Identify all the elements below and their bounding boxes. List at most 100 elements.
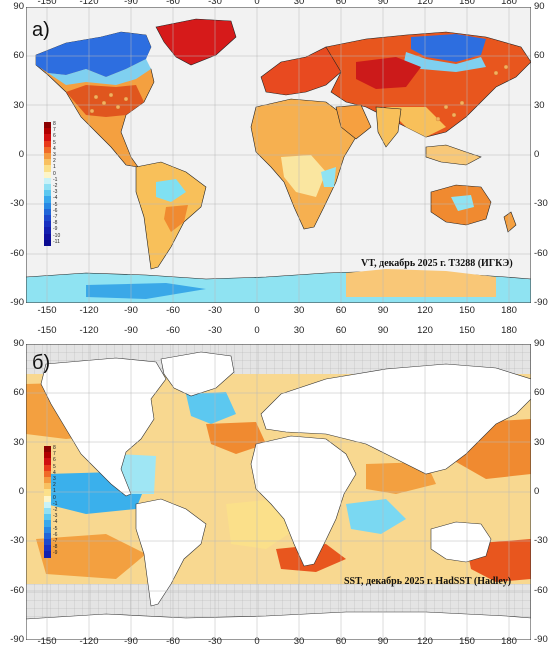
lat-tick-label-left-a: -60 <box>10 247 24 259</box>
lat-tick-label-right-b: -90 <box>534 633 548 645</box>
lon-tick-label-top-b: -90 <box>124 325 138 336</box>
greenland-landmass <box>155 18 237 66</box>
legend-label: 1 <box>53 164 56 171</box>
lon-tick-label-top-a: 120 <box>417 0 433 7</box>
usa-warm-anomaly <box>66 85 144 117</box>
south-america-cool-patch <box>156 179 186 202</box>
lon-tick-label-top-a: -150 <box>37 0 57 7</box>
lat-tick-label-right-b: -60 <box>534 584 548 596</box>
lat-tick-label-right-b: 90 <box>534 338 545 349</box>
central-asia-warm <box>356 57 421 89</box>
legend-swatch <box>44 470 51 477</box>
legend-entry: 5 <box>44 139 74 147</box>
legend-entry: 8 <box>44 121 74 129</box>
legend-label: -5 <box>53 201 58 208</box>
lat-tick-label-left-a: 0 <box>18 148 24 160</box>
legend-label: 5 <box>53 463 56 470</box>
legend-swatch <box>44 202 51 209</box>
legend-entry: -11 <box>44 238 74 246</box>
lon-tick-label-bottom-b: 60 <box>335 636 347 647</box>
legend-entry: -7 <box>44 214 74 222</box>
lat-tick-label-left-b: -30 <box>10 535 24 547</box>
lat-tick-label-left-a: 60 <box>13 50 24 62</box>
legend-swatch <box>44 520 51 527</box>
map-panel-b: б) SST, декабрь 2025 г. HadSST (Hadley) … <box>26 344 531 640</box>
lon-tick-label-bottom-a: 90 <box>377 305 389 316</box>
legend-label: -6 <box>53 531 58 538</box>
legend-label: 6 <box>53 457 56 464</box>
lon-tick-label-bottom-b: -90 <box>124 636 138 647</box>
legend-swatch <box>44 233 51 240</box>
lon-tick-label-bottom-a: -150 <box>37 305 57 316</box>
legend-entry: -8 <box>44 544 74 552</box>
legend-label: 0 <box>53 494 56 501</box>
legend-label: 3 <box>53 152 56 158</box>
new-zealand-landmass <box>503 211 517 233</box>
legend-entry: -9 <box>44 550 74 558</box>
lon-tick-label-bottom-a: -90 <box>124 305 138 316</box>
lon-tick-label-top-b: -60 <box>166 325 180 336</box>
legend-swatch <box>44 128 51 135</box>
lat-tick-label-left-b: -90 <box>10 633 24 645</box>
lon-tick-label-bottom-a: 30 <box>293 305 305 316</box>
south-america-warm-patch <box>164 205 188 232</box>
lat-tick-label-right-a: -60 <box>534 247 548 259</box>
australia-mask <box>430 521 492 563</box>
lon-tick-label-bottom-a: 180 <box>501 305 517 316</box>
lat-tick-label-left-a: -90 <box>10 296 24 308</box>
legend-entry: 7 <box>44 127 74 135</box>
legend-swatch <box>44 446 51 453</box>
lon-tick-label-top-b: -150 <box>37 325 57 336</box>
legend-entry: 2 <box>44 158 74 166</box>
indian-ocean-cool <box>346 499 406 534</box>
lat-tick-label-left-a: -30 <box>10 198 24 210</box>
legend-label: 3 <box>53 476 56 482</box>
legend-swatch <box>44 508 51 515</box>
legend-swatch <box>44 140 51 147</box>
legend-swatch <box>44 171 51 178</box>
legend-entry: -4 <box>44 519 74 527</box>
lon-tick-label-bottom-b: 0 <box>254 636 260 647</box>
lon-tick-label-top-a: 0 <box>254 0 260 7</box>
sst-anomaly-map-b <box>26 344 531 640</box>
legend-label: 5 <box>53 139 56 146</box>
lon-tick-label-bottom-b: -120 <box>79 636 99 647</box>
legend-swatch <box>44 551 51 558</box>
lon-tick-label-top-b: 30 <box>293 325 305 336</box>
legend-label: -10 <box>53 232 61 239</box>
lon-tick-label-bottom-b: 30 <box>293 636 305 647</box>
antarctica-warm-sector <box>346 269 496 297</box>
legend-label: -5 <box>53 525 58 532</box>
lon-tick-label-bottom-a: 150 <box>459 305 475 316</box>
legend-label: -3 <box>53 189 58 196</box>
greenland-mask <box>160 351 235 397</box>
lon-tick-label-bottom-a: 60 <box>335 305 347 316</box>
lon-tick-label-bottom-b: -30 <box>208 636 222 647</box>
legend-swatch <box>44 159 51 166</box>
caption-a: VT, декабрь 2025 г. T3288 (ИГКЭ) <box>361 258 513 269</box>
lat-tick-label-left-b: 30 <box>13 436 24 448</box>
africa-mask <box>250 435 357 567</box>
legend-label: -8 <box>53 544 58 551</box>
legend-swatch <box>44 514 51 521</box>
legend-entry: -5 <box>44 525 74 533</box>
lon-tick-label-bottom-a: -60 <box>166 305 180 316</box>
legend-label: -1 <box>53 500 58 507</box>
panel-label-b: б) <box>32 352 51 374</box>
lat-tick-label-left-a: 90 <box>13 1 24 12</box>
lon-tick-label-top-a: 30 <box>293 0 305 7</box>
legend-label: 6 <box>53 133 56 140</box>
canada-cold-anomaly <box>36 32 151 77</box>
siberia-cold-edge <box>404 52 486 72</box>
legend-label: 8 <box>53 445 56 451</box>
legend-entry: -3 <box>44 189 74 197</box>
legend-label: -11 <box>53 238 60 245</box>
legend-entry: 1 <box>44 164 74 172</box>
legend-label: 1 <box>53 488 56 495</box>
legend-entry: 3 <box>44 152 74 160</box>
north-america-mask <box>40 357 167 497</box>
legend-swatch <box>44 495 51 502</box>
legend-swatch <box>44 190 51 197</box>
legend-swatch <box>44 215 51 222</box>
lat-tick-label-right-a: -90 <box>534 296 548 308</box>
